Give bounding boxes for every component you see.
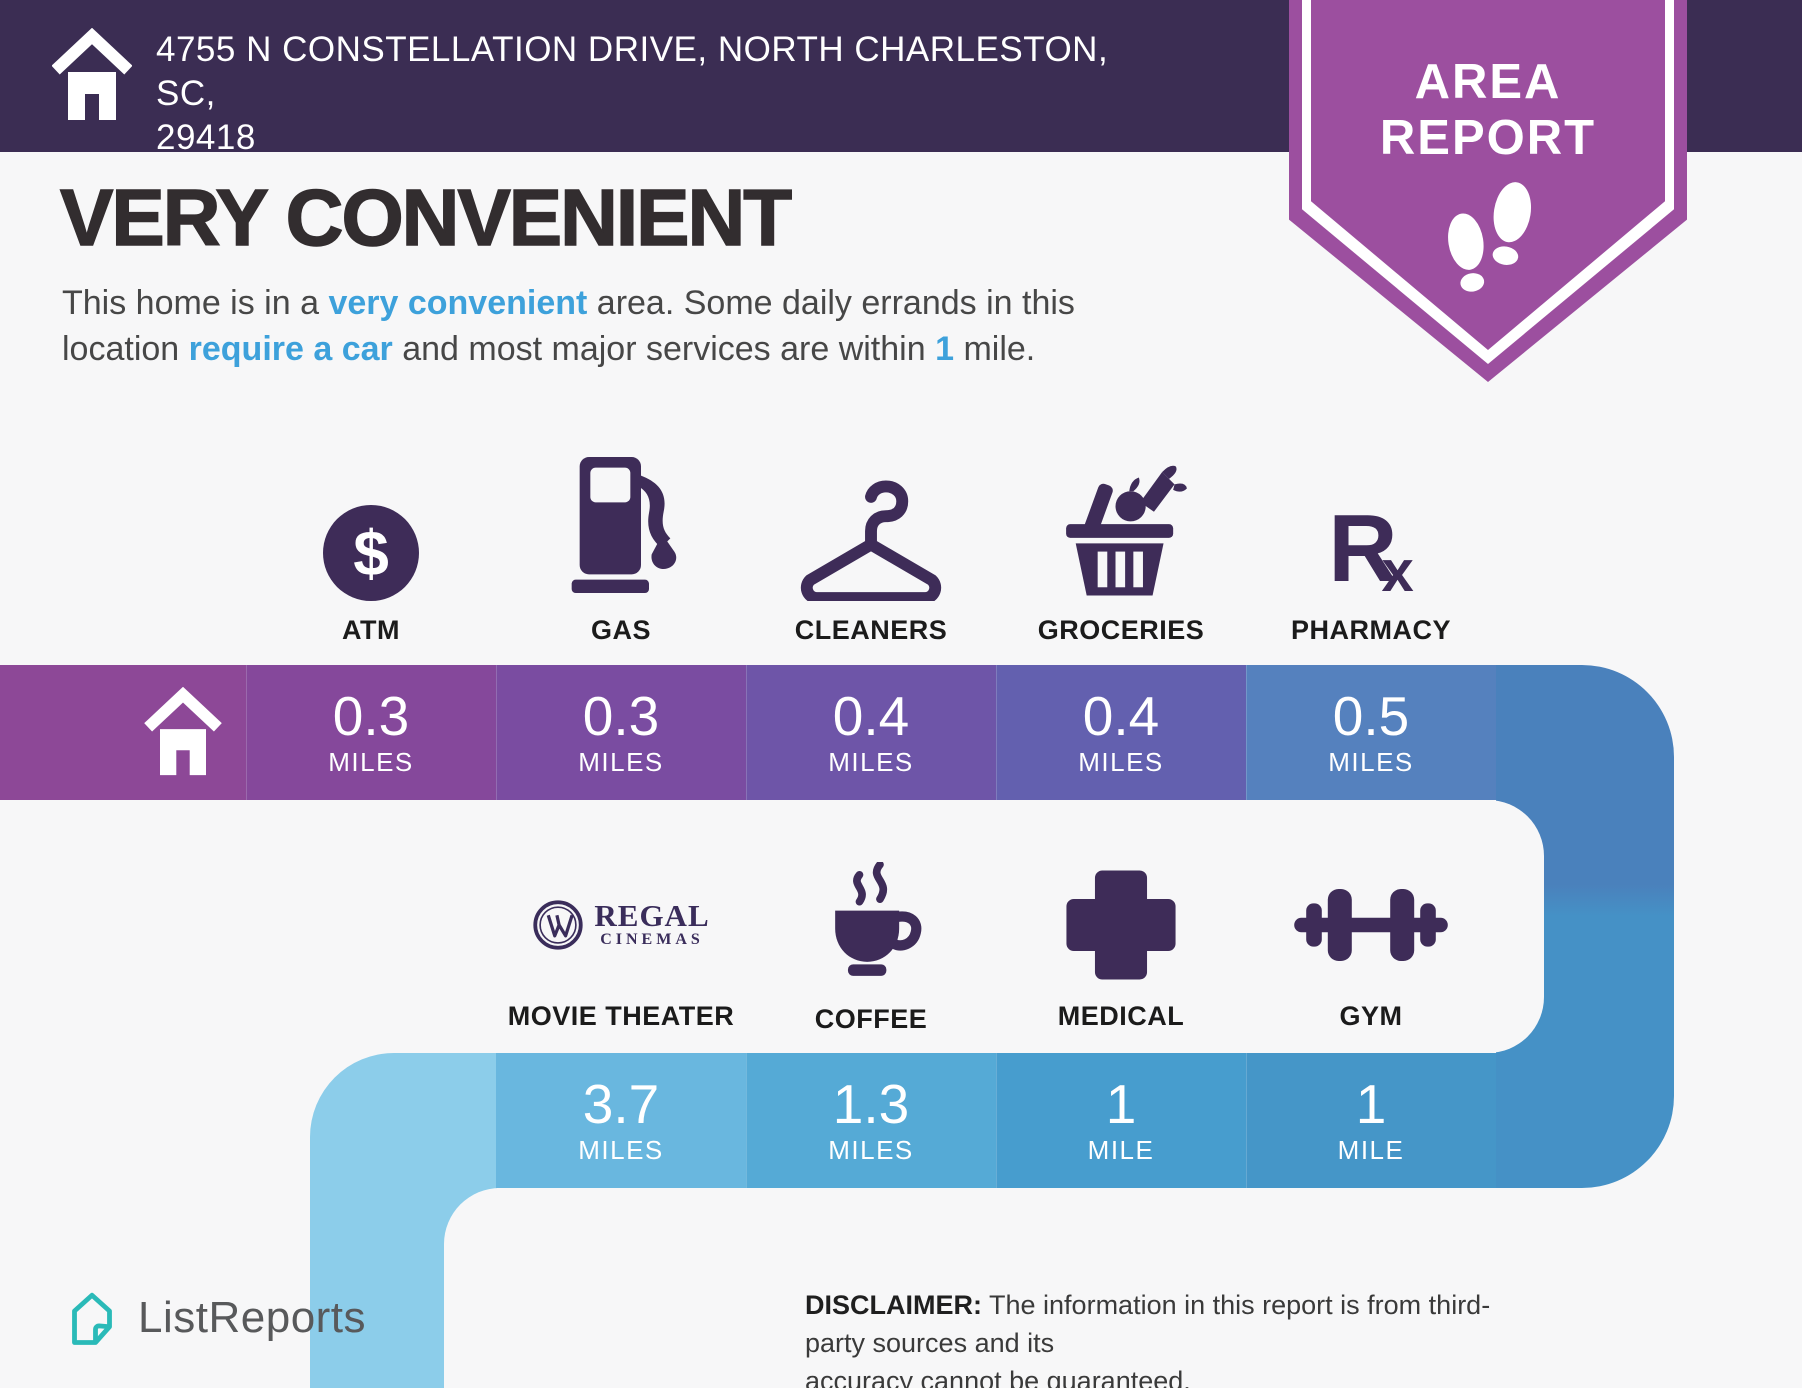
service-pharmacy: R x PHARMACY [1246,428,1496,646]
accent-one: 1 [935,330,954,368]
service-gas: GAS [496,428,746,646]
distance-band-1: 0.3 MILES 0.3 MILES 0.4 MILES 0.4 MILES … [0,665,1802,800]
distance-cleaners: 0.4 MILES [746,665,996,800]
service-label: MOVIE THEATER [507,1001,735,1031]
distance-pharmacy: 0.5 MILES [1246,665,1496,800]
service-label: PHARMACY [1290,615,1451,645]
badge-title: AREA REPORT [1379,55,1597,165]
atm-icon: $ [323,505,419,601]
accent-very-convenient: very convenient [328,284,588,322]
movie-theater-logo: REGAL CINEMAS [532,899,709,951]
area-report-badge: AREA REPORT [1289,0,1687,382]
road-home-segment [0,665,246,800]
listreports-wordmark: ListReports [138,1293,367,1342]
service-groceries: GROCERIES [996,428,1246,646]
gym-icon [1294,888,1448,961]
service-label: GAS [590,615,651,645]
service-atm: $ ATM [246,428,496,646]
distance-movie-theater: 3.7 MILES [496,1053,746,1188]
distance-medical: 1 MILE [996,1053,1246,1188]
service-cleaners: CLEANERS [746,428,996,646]
service-label: CLEANERS [794,615,948,645]
service-gym: GYM [1246,862,1496,1032]
distance-atm: 0.3 MILES [246,665,496,800]
service-label: MEDICAL [1057,1001,1185,1031]
footprints-icon [1448,182,1532,292]
property-address: 4755 N CONSTELLATION DRIVE, NORTH CHARLE… [156,30,1109,157]
disclaimer-label: DISCLAIMER: [805,1290,982,1320]
service-label: GROCERIES [1037,615,1205,645]
gas-icon [571,457,677,593]
accent-require-a-car: require a car [188,330,393,368]
service-label: COFFEE [814,1004,928,1034]
coffee-icon [835,862,922,976]
distance-gas: 0.3 MILES [496,665,746,800]
pharmacy-icon: R x [1328,495,1414,604]
home-icon [144,686,222,775]
service-label: GYM [1339,1001,1403,1031]
cleaners-icon [800,480,942,601]
walkability-headline: VERY CONVENIENT [59,172,793,263]
groceries-icon [1066,465,1187,596]
medical-icon [1066,869,1176,980]
service-medical: MEDICAL [996,862,1246,1032]
listreports-logo: ListReports [64,1288,366,1348]
distance-band-2: 3.7 MILES 1.3 MILES 1 MILE 1 MILE [0,1053,1802,1188]
distance-groceries: 0.4 MILES [996,665,1246,800]
disclaimer: DISCLAIMER: The information in this repo… [805,1290,1491,1388]
service-movie-theater: REGAL CINEMAS MOVIE THEATER [496,862,746,1032]
listreports-logo-icon [72,1292,112,1345]
service-coffee: COFFEE [746,862,996,1034]
walkability-description: This home is in a very convenient area. … [62,284,1075,368]
distance-gym: 1 MILE [1246,1053,1496,1188]
home-icon [52,28,132,120]
regal-mark-icon [533,899,584,950]
service-label: ATM [342,615,400,645]
distance-coffee: 1.3 MILES [746,1053,996,1188]
